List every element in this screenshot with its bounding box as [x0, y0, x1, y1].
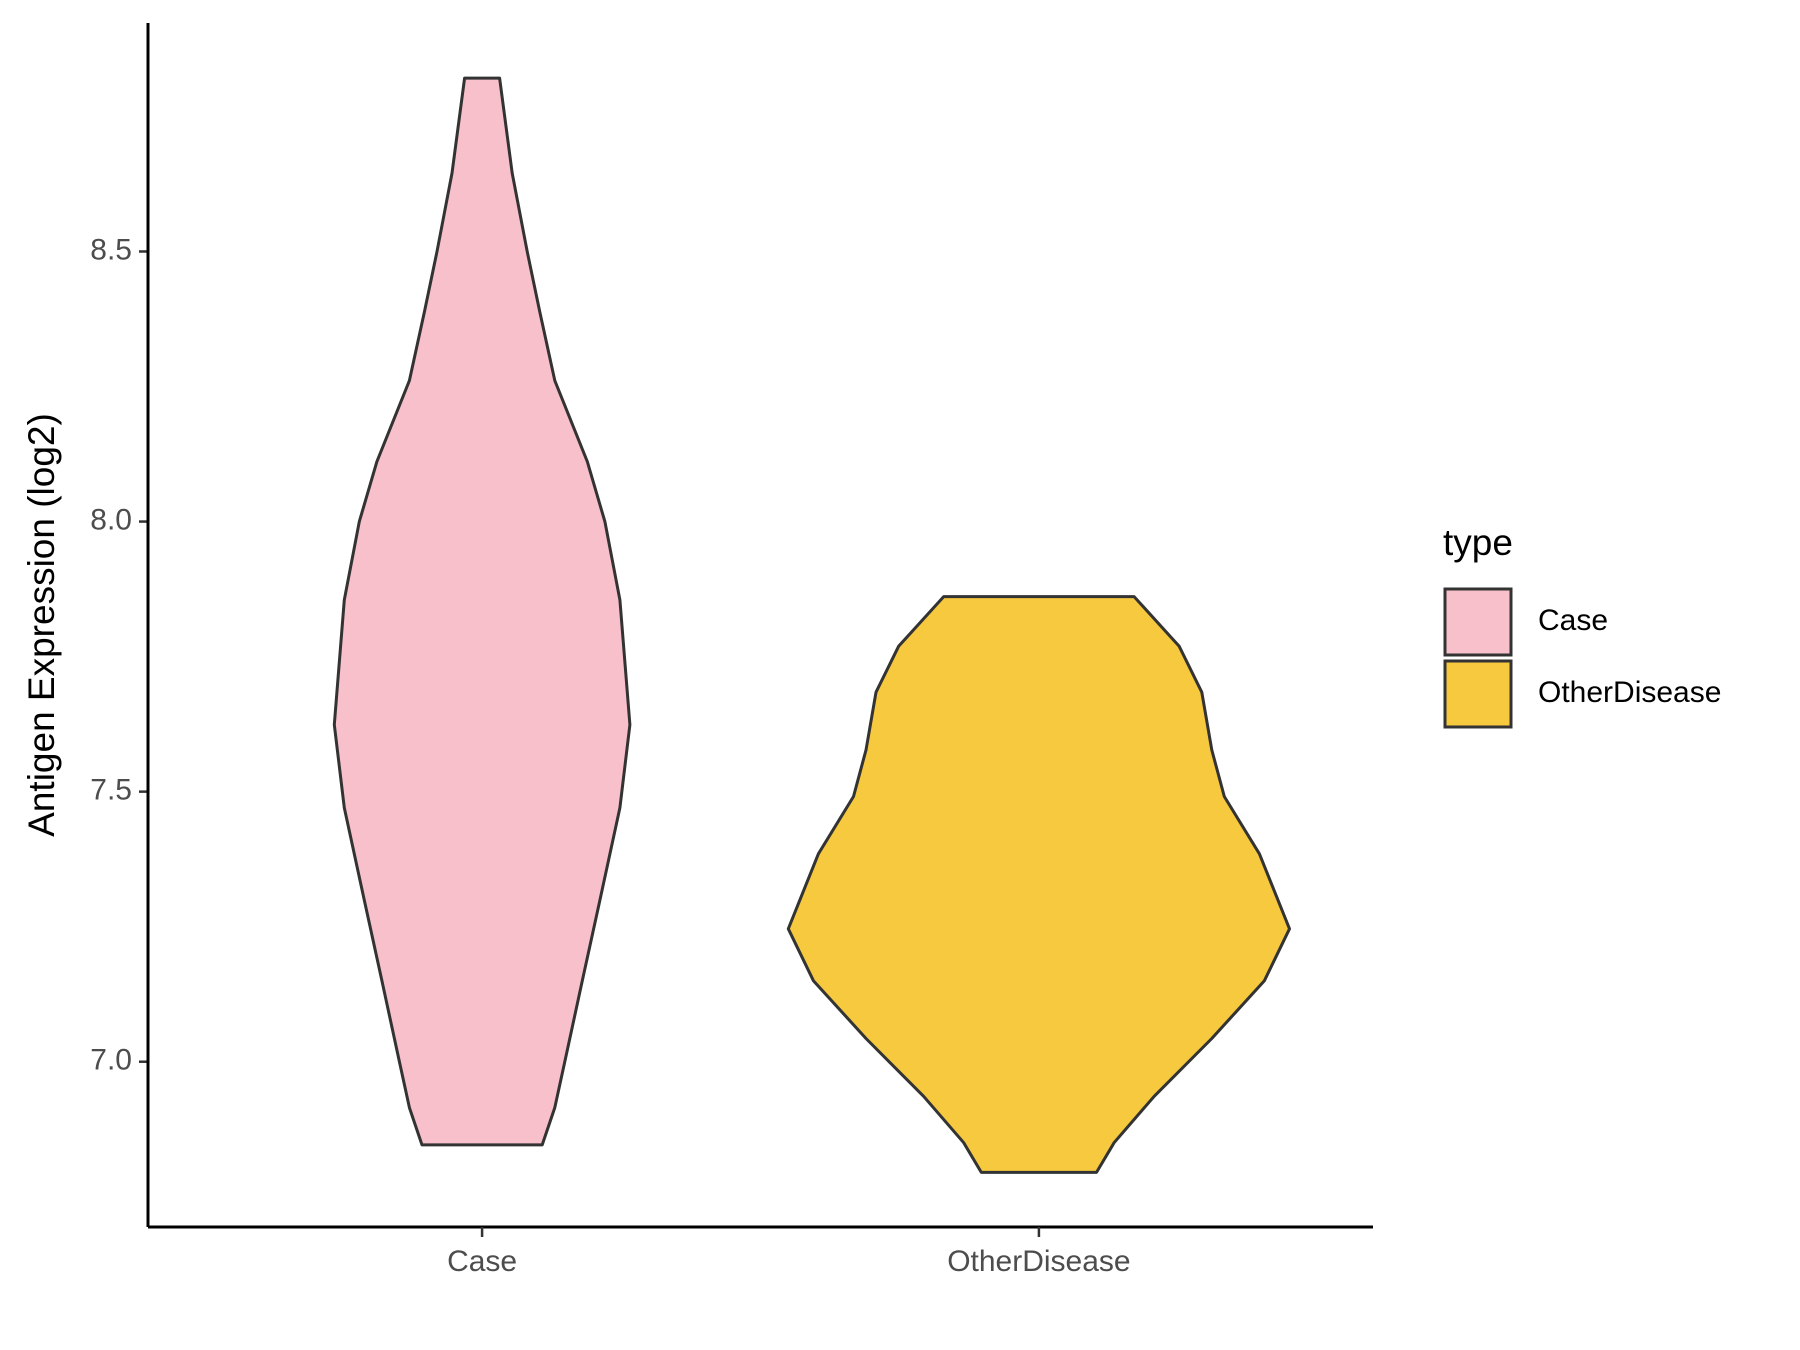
x-tick-label: OtherDisease: [947, 1245, 1130, 1278]
legend-swatch: [1443, 587, 1513, 657]
y-axis-title: Antigen Expression (log2): [21, 413, 62, 837]
legend-swatch: [1443, 659, 1513, 729]
legend-title: type: [1443, 522, 1513, 563]
y-tick-label: 7.5: [90, 774, 132, 807]
violin: [786, 595, 1291, 1174]
y-tick-label: 8.0: [90, 503, 132, 536]
y-tick-label: 8.5: [90, 233, 132, 266]
legend-label: Case: [1538, 604, 1608, 637]
y-tick-label: 7.0: [90, 1044, 132, 1077]
violin: [332, 76, 632, 1147]
legend-label: OtherDisease: [1538, 676, 1721, 709]
x-tick-label: Case: [447, 1245, 517, 1278]
